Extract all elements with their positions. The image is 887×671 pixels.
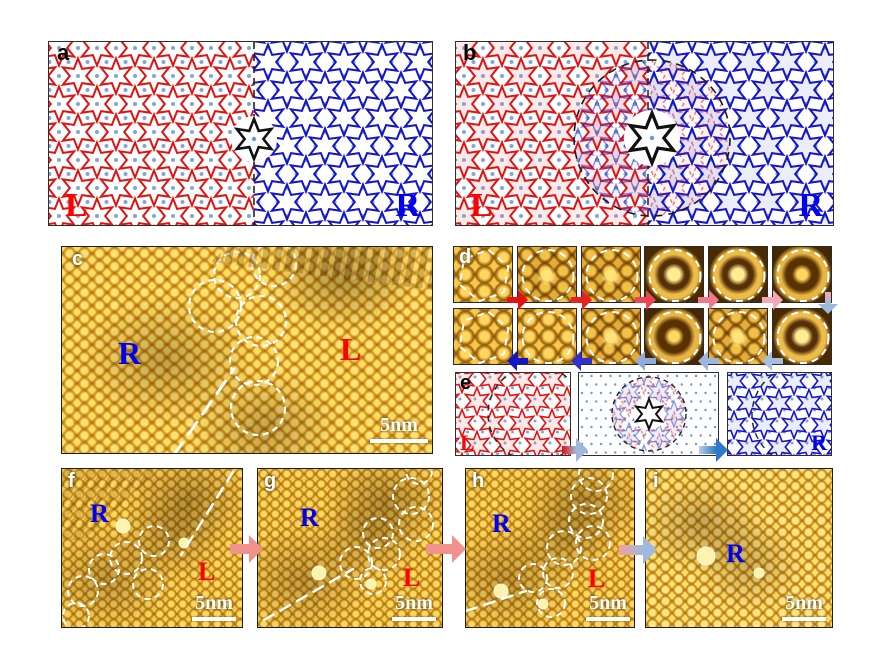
- sequence-arrow-right-icon: [634, 290, 656, 310]
- panel-e-left-diagram: e L: [455, 372, 571, 456]
- nucleation-diagram: [580, 374, 717, 454]
- panel-a: a L R: [48, 41, 433, 226]
- panel-d-crop-r2c5: [708, 308, 769, 365]
- panel-c-stm-image: c R L 5nm: [61, 246, 433, 454]
- sequence-arrow-right-icon: [762, 290, 784, 310]
- panel-d-crop-r2c3: [580, 308, 641, 365]
- panel-i-scalebar-label: 5nm: [785, 592, 823, 614]
- h-to-i-arrow-icon: [619, 536, 657, 564]
- panel-i-letter: i: [653, 470, 659, 492]
- panel-a-left-domain-label: L: [65, 187, 88, 224]
- sequence-arrow-left-icon: [570, 351, 592, 371]
- panel-e-right-diagram: R: [727, 372, 832, 456]
- panel-h-scalebar-label: 5nm: [589, 592, 627, 614]
- panel-f-letter: f: [68, 470, 75, 492]
- panel-i-stm-image: i R 5nm: [645, 468, 833, 628]
- panel-h-stm-image: h R L 5nm: [465, 468, 635, 628]
- panel-c-overlay: [173, 247, 298, 453]
- panel-h-scalebar: [586, 617, 630, 621]
- blue-star-diagram: [728, 373, 831, 455]
- panel-c-scalebar-label: 5nm: [380, 414, 418, 436]
- panel-d-crop-r2c2: [516, 308, 577, 365]
- panel-b-right-domain-label: R: [798, 187, 823, 224]
- sequence-arrow-right-icon: [507, 290, 528, 310]
- red-star-diagram: [456, 373, 570, 455]
- panel-a-right-domain-label: R: [395, 187, 420, 224]
- panel-e-right-domain-label: R: [811, 430, 827, 455]
- panel-i-right-domain-label: R: [726, 539, 745, 568]
- panel-e-sequence: e L R: [455, 372, 832, 456]
- panel-f-scalebar-label: 5nm: [195, 592, 233, 614]
- panel-f-scalebar: [192, 617, 236, 621]
- panel-a-letter: a: [57, 41, 70, 65]
- sequence-arrow-right-icon: [570, 290, 592, 310]
- panel-c-right-domain-label: R: [118, 335, 142, 371]
- panel-e-letter: e: [460, 372, 472, 394]
- panel-g-right-domain-label: R: [300, 503, 319, 532]
- panel-c-letter: c: [72, 248, 84, 270]
- panel-d-sequence: d: [453, 246, 832, 365]
- panel-f-right-domain-label: R: [90, 499, 109, 528]
- panel-d-crop-r2c6: [772, 308, 832, 365]
- panel-f-stm-image: f R L 5nm: [61, 468, 243, 628]
- panel-d-letter: d: [459, 246, 472, 268]
- sequence-arrow-left-icon: [762, 351, 784, 371]
- panel-d-crop-r1c2: [516, 246, 577, 303]
- panel-h-left-domain-label: L: [588, 564, 606, 593]
- panel-g-letter: g: [264, 470, 277, 492]
- panel-g-stm-image: g R L 5nm: [257, 468, 443, 628]
- panel-e-middle-diagram: [578, 372, 719, 456]
- panel-g-left-domain-label: L: [403, 563, 421, 592]
- panel-d-crop-r1c1: [453, 246, 513, 303]
- star-lattice-diagram-a: [49, 42, 432, 225]
- panel-b-letter: b: [463, 41, 477, 65]
- panel-i-scalebar: [782, 617, 826, 621]
- panel-d-crop-r2c4: [644, 308, 705, 365]
- panel-c-scalebar: [370, 439, 428, 443]
- panel-i-overlay: [696, 546, 765, 579]
- f-to-g-arrow-icon: [230, 535, 263, 563]
- panel-f-overlay: [62, 470, 235, 627]
- e-transition-arrow-icon: [699, 438, 728, 462]
- sequence-arrow-left-icon: [507, 351, 528, 371]
- panel-d-crop-r2c1: [453, 308, 513, 365]
- panel-g-scalebar-label: 5nm: [395, 592, 433, 614]
- panel-h-right-domain-label: R: [492, 509, 511, 538]
- star-lattice-diagram-b: [456, 42, 833, 225]
- panel-e-left-domain-label: L: [460, 430, 475, 455]
- panel-b: b L R: [455, 41, 834, 226]
- e-transition-arrow-icon: [562, 438, 588, 462]
- sequence-arrow-left-icon: [698, 351, 720, 371]
- g-to-h-arrow-icon: [426, 535, 466, 563]
- panel-h-overlay: [466, 469, 614, 618]
- sequence-arrow-right-icon: [698, 290, 720, 310]
- panel-d-crop-r1c6: [772, 246, 832, 303]
- panel-f-left-domain-label: L: [198, 557, 216, 586]
- sequence-arrow-down-icon: [818, 292, 838, 314]
- panel-b-left-domain-label: L: [470, 187, 493, 224]
- panel-g-scalebar: [392, 617, 436, 621]
- panel-g-overlay: [262, 469, 434, 622]
- panel-c-left-domain-label: L: [340, 331, 362, 367]
- sequence-arrow-left-icon: [634, 351, 656, 371]
- panel-h-letter: h: [472, 470, 485, 492]
